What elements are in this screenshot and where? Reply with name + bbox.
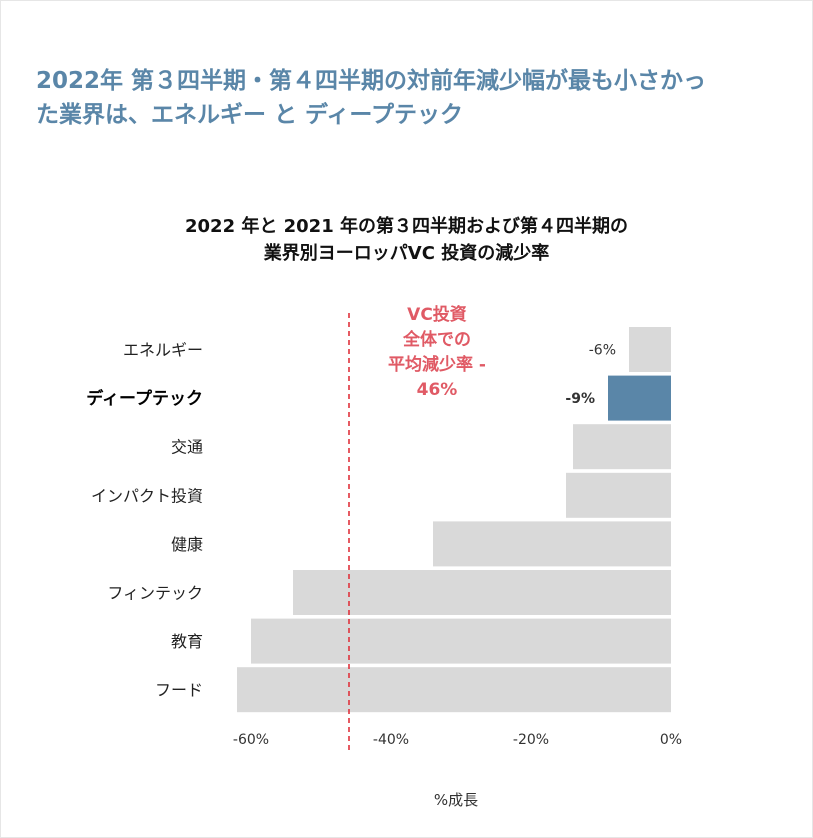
reference-annotation-line-1: 全体での (402, 329, 471, 350)
bar-2 (573, 424, 671, 470)
category-label-5: フィンテック (107, 584, 203, 603)
reference-annotation-line-3: 46% (417, 380, 458, 400)
chart-title: 2022 年と 2021 年の第３四半期および第４四半期の 業界別ヨーロッパVC… (0, 213, 813, 267)
category-label-4: 健康 (171, 535, 203, 554)
category-label-6: 教育 (171, 632, 203, 651)
headline-line-2: た業界は、エネルギー と ディープテック (36, 102, 464, 128)
data-label-1: -9% (565, 391, 595, 407)
category-label-0: エネルギー (123, 341, 203, 360)
x-axis-label: %成長 (433, 791, 479, 809)
reference-annotation-line-2: 平均減少率 - (388, 354, 486, 375)
bar-0 (629, 327, 671, 372)
headline-line-1: 2022年 第３四半期・第４四半期の対前年減少幅が最も小さかっ (36, 68, 707, 94)
bar-7 (237, 667, 671, 713)
headline: 2022年 第３四半期・第４四半期の対前年減少幅が最も小さかっ た業界は、エネル… (36, 64, 796, 132)
x-tick-label-3: 0% (660, 732, 682, 748)
category-label-7: フード (155, 681, 203, 700)
chart-title-line-2: 業界別ヨーロッパVC 投資の減少率 (263, 243, 550, 264)
bar-1 (608, 375, 671, 421)
x-tick-label-1: -40% (373, 732, 409, 748)
bar-3 (566, 472, 671, 518)
category-label-1: ディープテック (86, 388, 203, 409)
bar-5 (293, 570, 671, 615)
data-label-0: -6% (589, 343, 616, 359)
reference-annotation-line-0: VC投資 (407, 304, 467, 325)
bar-6 (251, 618, 671, 664)
category-label-2: 交通 (171, 438, 203, 457)
x-tick-label-2: -20% (513, 732, 549, 748)
category-label-3: インパクト投資 (91, 486, 203, 505)
x-tick-label-0: -60% (233, 732, 269, 748)
chart-title-line-1: 2022 年と 2021 年の第３四半期および第４四半期の (185, 216, 628, 237)
bar-4 (433, 521, 671, 567)
